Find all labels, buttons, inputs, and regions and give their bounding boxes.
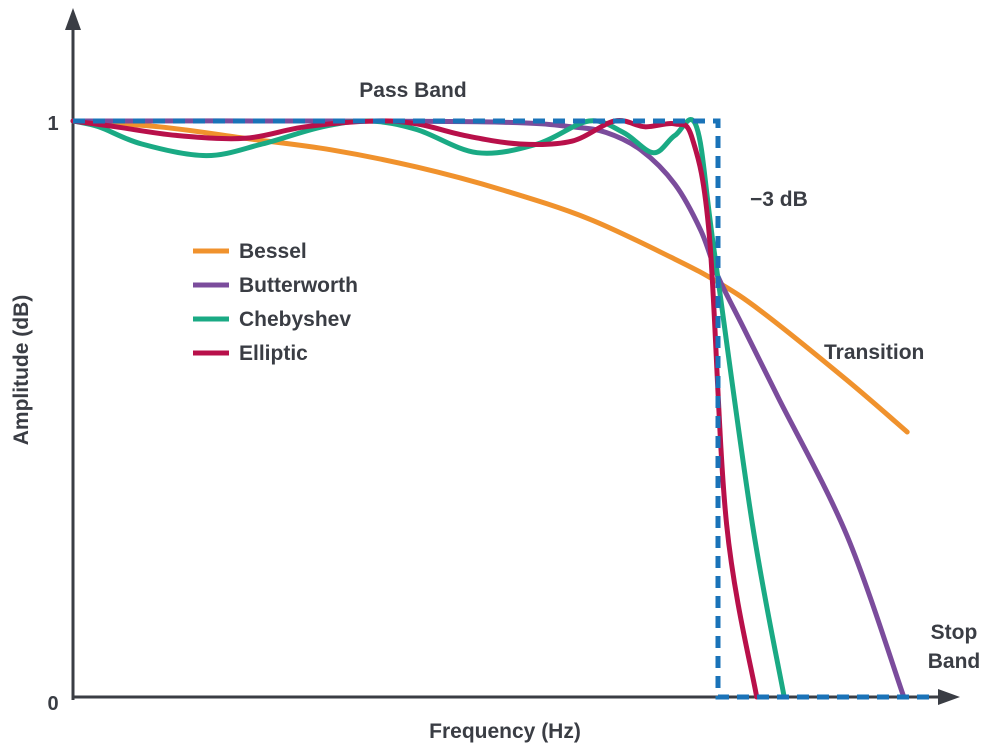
- series-line-chebyshev: [70, 117, 787, 700]
- y-axis-arrow: [65, 8, 81, 30]
- legend-label-chebyshev: Chebyshev: [239, 308, 351, 331]
- x-axis-arrow: [938, 689, 960, 705]
- y-tick-label-1: 1: [47, 113, 58, 135]
- x-axis-label: Frequency (Hz): [429, 720, 581, 743]
- transition-label: Transition: [824, 341, 924, 364]
- y-axis-label: Amplitude (dB): [10, 295, 33, 445]
- axes: [65, 8, 960, 705]
- legend-label-elliptic: Elliptic: [239, 342, 308, 365]
- stop-band-label-line2: Band: [928, 650, 981, 673]
- legend-label-bessel: Bessel: [239, 240, 307, 263]
- y-tick-label-0: 0: [47, 693, 58, 715]
- stop-band-label-line1: Stop: [931, 621, 978, 644]
- pass-band-label: Pass Band: [359, 79, 466, 102]
- series-line-bessel: [70, 118, 910, 435]
- minus-3db-label: −3 dB: [750, 188, 808, 211]
- legend: Bessel Butterworth Chebyshev Elliptic: [193, 240, 358, 365]
- legend-label-butterworth: Butterworth: [239, 274, 358, 297]
- series-line-elliptic: [70, 118, 760, 700]
- ideal-response-line: [73, 118, 933, 700]
